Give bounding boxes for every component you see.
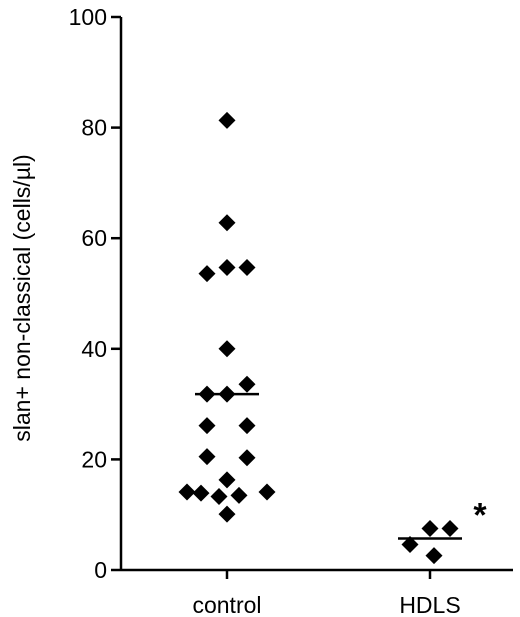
- data-point: [198, 265, 216, 283]
- data-point: [238, 449, 256, 467]
- data-point: [238, 375, 256, 393]
- data-point: [238, 417, 256, 435]
- median-lines: [195, 392, 462, 540]
- y-tick-label: 60: [81, 225, 107, 251]
- y-tick-label: 80: [81, 115, 107, 141]
- data-point: [218, 111, 236, 129]
- data-points: [178, 111, 459, 565]
- data-point: [210, 487, 228, 505]
- annotations: *: [473, 496, 487, 534]
- data-point: [218, 259, 236, 277]
- data-point: [421, 520, 439, 538]
- significance-annotation: *: [473, 496, 487, 534]
- data-point: [178, 483, 196, 501]
- x-categories: control HDLS: [192, 570, 461, 617]
- y-tick-label: 0: [94, 557, 107, 583]
- y-ticks: 0 20 40 60 80 100: [69, 4, 121, 583]
- x-category-label: control: [192, 592, 261, 617]
- axes: [119, 17, 513, 572]
- y-tick-label: 40: [81, 336, 107, 362]
- data-point: [401, 536, 419, 554]
- data-point: [258, 483, 276, 501]
- data-point: [198, 448, 216, 466]
- data-point: [218, 471, 236, 489]
- data-point: [425, 547, 443, 565]
- data-point: [238, 259, 256, 277]
- y-tick-label: 100: [69, 4, 107, 30]
- y-axis-title: slan+ non-classical (cells/µl): [9, 154, 35, 441]
- data-point: [198, 417, 216, 435]
- x-category-label: HDLS: [399, 592, 460, 617]
- data-point: [192, 484, 210, 502]
- y-tick-label: 20: [81, 446, 107, 472]
- data-point: [218, 214, 236, 232]
- data-point: [441, 520, 459, 538]
- data-point: [218, 340, 236, 358]
- data-point: [230, 486, 248, 504]
- data-point: [218, 505, 236, 523]
